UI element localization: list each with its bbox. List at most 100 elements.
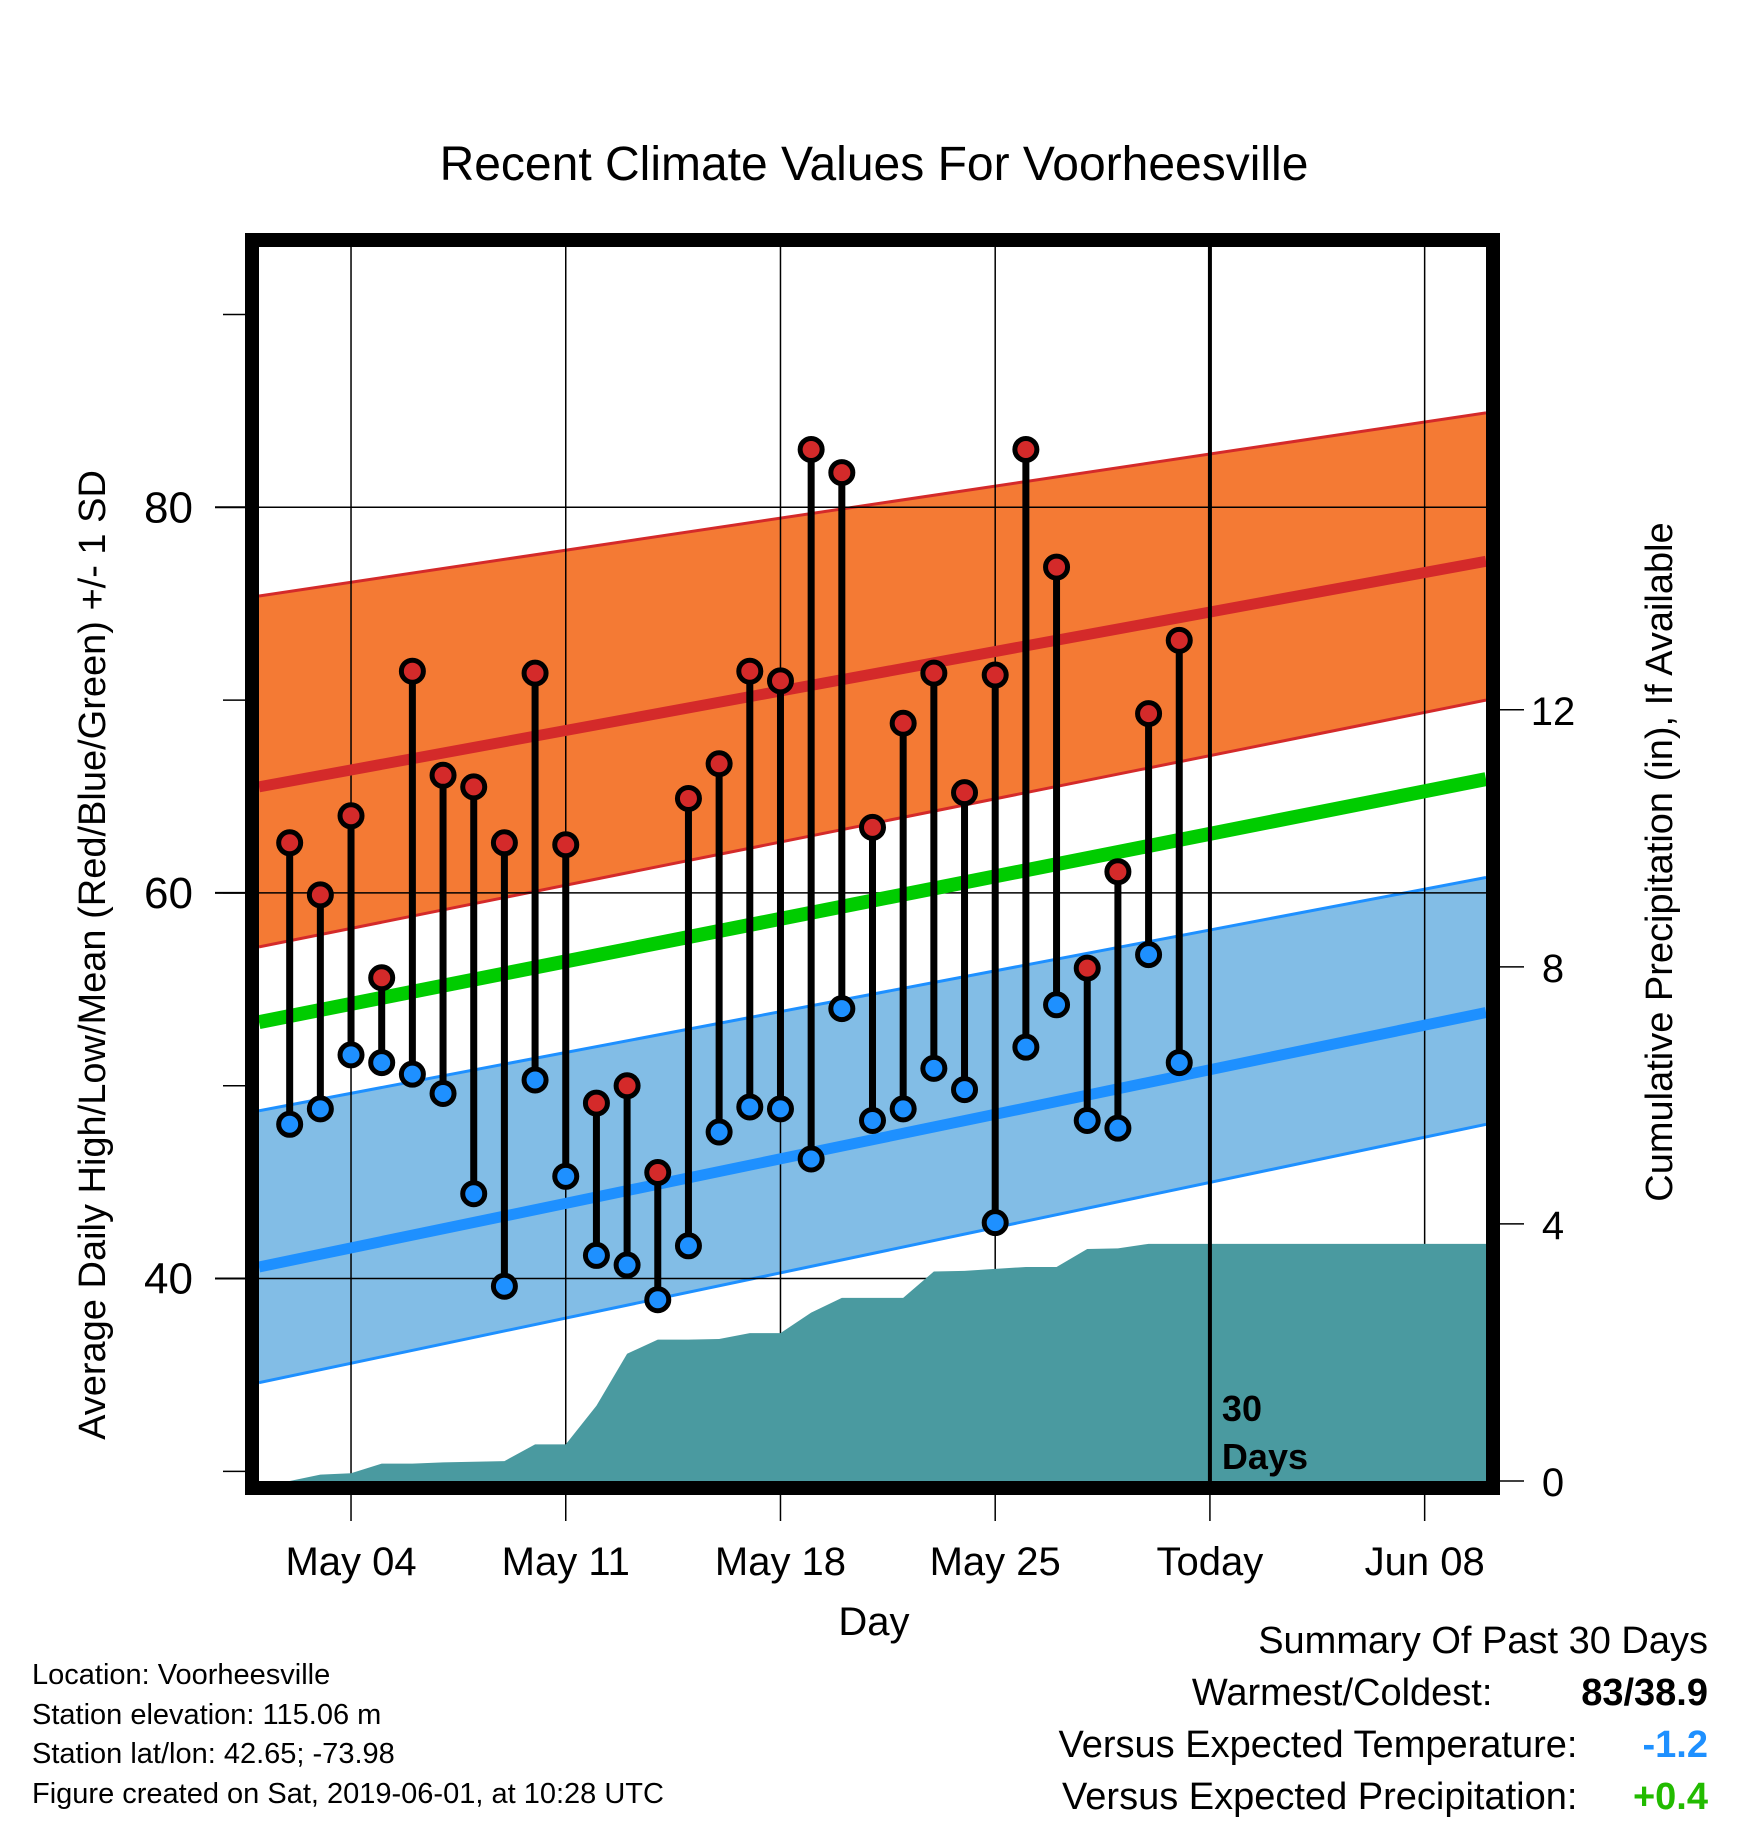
daily-high-point xyxy=(766,667,794,695)
summary-precip-label: Versus Expected Precipitation: xyxy=(1062,1776,1578,1818)
daily-low-point xyxy=(859,1106,886,1134)
daily-low-point xyxy=(276,1110,304,1138)
daily-low-point xyxy=(1135,941,1163,969)
summary-warmest-value: 83/38.9 xyxy=(1581,1672,1708,1714)
daily-high-point xyxy=(705,750,733,778)
daily-low-point xyxy=(889,1095,917,1123)
x-tick-label: Jun 08 xyxy=(1365,1540,1485,1584)
daily-low-point xyxy=(828,995,856,1023)
x-axis-label: Day xyxy=(838,1600,909,1644)
info-latlon: Station lat/lon: 42.65; -73.98 xyxy=(32,1738,395,1770)
info-location: Location: Voorheesville xyxy=(32,1659,331,1691)
summary-precip: Versus Expected Precipitation: +0.4 xyxy=(1062,1776,1708,1819)
daily-high-point xyxy=(521,659,549,687)
daily-high-point xyxy=(582,1089,610,1117)
summary-temp: Versus Expected Temperature: -1.2 xyxy=(1059,1724,1708,1767)
daily-high-point xyxy=(644,1159,672,1186)
x-tick-label: May 18 xyxy=(715,1540,846,1584)
daily-low-point xyxy=(797,1145,825,1173)
daily-low-point xyxy=(1104,1114,1132,1142)
y-tick-label: 60 xyxy=(144,869,193,918)
y2-tick-label: 8 xyxy=(1542,947,1564,991)
daily-low-point xyxy=(674,1232,702,1260)
daily-low-point xyxy=(1165,1049,1193,1077)
x-tick-label: May 25 xyxy=(930,1540,1061,1584)
y2-axis-label: Cumulative Precipitation (in), If Availa… xyxy=(1639,522,1681,1201)
y-axis-label: Average Daily High/Low/Mean (Red/Blue/Gr… xyxy=(72,470,114,1440)
daily-high-point xyxy=(1104,858,1132,886)
info-created: Figure created on Sat, 2019-06-01, at 10… xyxy=(32,1778,664,1810)
daily-low-point xyxy=(521,1066,549,1094)
daily-low-point xyxy=(490,1272,518,1300)
daily-low-point xyxy=(460,1180,488,1208)
y2-tick-label: 12 xyxy=(1531,690,1576,734)
daily-high-point xyxy=(1073,954,1101,982)
precipitation-area xyxy=(289,1243,1486,1481)
daily-low-point xyxy=(1073,1106,1101,1134)
y2-tick-label: 4 xyxy=(1542,1204,1564,1248)
y-tick-label: 80 xyxy=(144,483,193,532)
daily-low-point xyxy=(429,1079,457,1107)
daily-high-point xyxy=(797,435,825,463)
chart-title: Recent Climate Values For Voorheesville xyxy=(440,138,1309,191)
daily-high-point xyxy=(613,1072,641,1100)
daily-high-point xyxy=(736,657,764,685)
summary-title: Summary Of Past 30 Days xyxy=(1258,1620,1708,1662)
plot-layers: 30 Days 40 60 80 0 4 8 12 May 04 May 11 May 18 May 2… xyxy=(144,233,1576,1584)
daily-high-point xyxy=(1165,626,1193,654)
daily-high-point xyxy=(920,659,948,687)
daily-high-point xyxy=(859,813,886,841)
daily-high-point xyxy=(552,831,580,859)
info-elevation: Station elevation: 115.06 m xyxy=(32,1699,382,1731)
daily-low-point xyxy=(398,1060,426,1088)
daily-low-point xyxy=(306,1095,334,1123)
normal-high-mean-line xyxy=(259,555,1486,793)
x-tick-label: May 11 xyxy=(502,1540,630,1584)
daily-low-point xyxy=(368,1049,396,1077)
daily-low-point xyxy=(920,1054,948,1082)
x-tick-label: May 04 xyxy=(285,1540,416,1584)
daily-high-point xyxy=(306,881,334,909)
normal-high-upper-line xyxy=(259,411,1486,598)
daily-low-point xyxy=(613,1251,641,1279)
summary-precip-value: +0.4 xyxy=(1632,1776,1708,1818)
plot-frame xyxy=(245,233,1500,1495)
daily-low-point xyxy=(552,1162,580,1190)
daily-high-point xyxy=(828,459,856,487)
today-label-line1: 30 xyxy=(1222,1388,1262,1429)
daily-high-point xyxy=(981,661,1009,689)
summary-warmest: Warmest/Coldest: 83/38.9 xyxy=(1192,1672,1708,1715)
normal-low-mean-line xyxy=(259,1007,1486,1273)
normal-low-lower-line xyxy=(259,1122,1486,1385)
daily-low-point xyxy=(337,1041,365,1069)
daily-high-point xyxy=(889,709,917,737)
y-tick-label: 40 xyxy=(144,1255,193,1304)
daily-low-point xyxy=(705,1118,733,1146)
daily-high-point xyxy=(276,829,304,857)
daily-high-point xyxy=(1012,435,1040,463)
daily-high-point xyxy=(337,802,365,830)
summary-temp-label: Versus Expected Temperature: xyxy=(1058,1724,1578,1766)
daily-low-point xyxy=(644,1286,672,1314)
daily-low-point xyxy=(951,1076,979,1104)
daily-low-point xyxy=(766,1095,794,1123)
daily-low-point xyxy=(736,1093,764,1121)
daily-high-point xyxy=(460,773,488,801)
daily-high-point xyxy=(429,761,457,789)
daily-low-point xyxy=(981,1209,1009,1237)
daily-high-point xyxy=(398,657,426,685)
daily-high-point xyxy=(674,784,702,812)
daily-high-point xyxy=(368,964,396,992)
summary-warmest-label: Warmest/Coldest: xyxy=(1191,1672,1493,1714)
summary-temp-value: -1.2 xyxy=(1642,1724,1708,1766)
today-label-line2: Days xyxy=(1222,1436,1308,1477)
daily-low-point xyxy=(1043,991,1071,1019)
daily-high-point xyxy=(1135,700,1163,728)
daily-high-point xyxy=(490,829,518,857)
y2-tick-label: 0 xyxy=(1542,1461,1564,1505)
daily-high-point xyxy=(951,779,979,807)
daily-low-point xyxy=(582,1241,610,1269)
x-tick-label: Today xyxy=(1157,1540,1264,1584)
daily-low-point xyxy=(1012,1033,1040,1061)
